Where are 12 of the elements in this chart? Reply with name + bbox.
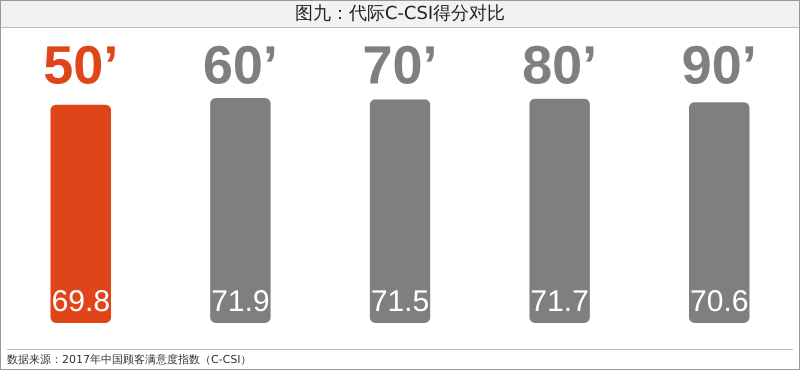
data-label: 71.5 — [370, 285, 430, 318]
x-tick-label: 80’ — [522, 36, 598, 96]
x-tick-label: 50’ — [43, 36, 118, 96]
chart-title: 图九：代际C-CSI得分对比 — [1, 1, 799, 28]
x-tick-label: 60’ — [202, 36, 278, 96]
data-label: 69.8 — [52, 285, 110, 318]
data-label: 70.6 — [690, 285, 748, 318]
x-tick-label: 70’ — [362, 36, 438, 96]
data-label: 71.9 — [211, 285, 270, 318]
source-note: 数据来源：2017年中国顾客满意度指数（C-CSI） — [7, 349, 793, 367]
x-tick-label: 90’ — [682, 36, 757, 96]
data-label: 71.7 — [530, 285, 589, 318]
